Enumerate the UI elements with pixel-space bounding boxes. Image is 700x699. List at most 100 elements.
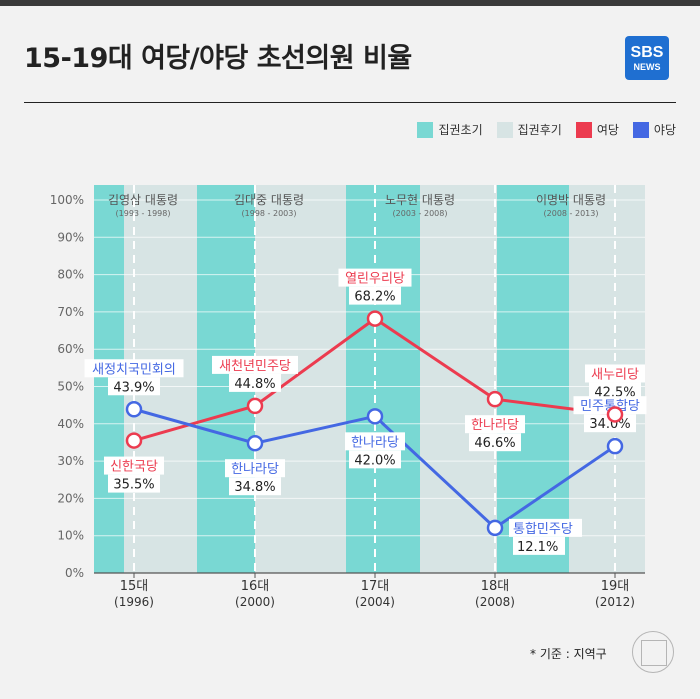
x-tick-label: 17대 bbox=[361, 579, 390, 594]
party-label: 새정치국민회의 bbox=[92, 362, 176, 377]
party-label: 새천년민주당 bbox=[219, 359, 291, 374]
party-label-box bbox=[84, 359, 184, 378]
sbs-news-logo: SBS NEWS bbox=[625, 36, 669, 80]
value-label: 46.6% bbox=[474, 436, 515, 451]
legend-item-ruling: 여당 bbox=[575, 121, 619, 138]
x-tick-label: 19대 bbox=[601, 579, 630, 594]
party-label-box bbox=[338, 268, 412, 287]
ruling-party-point bbox=[125, 432, 143, 449]
x-tick-label: 15대 bbox=[120, 579, 149, 594]
logo-top-text: SBS bbox=[630, 44, 664, 61]
y-tick-label: 100% bbox=[50, 193, 84, 207]
value-label-box bbox=[108, 474, 160, 493]
legend-label-ruling: 여당 bbox=[596, 123, 619, 137]
ruling-party-point bbox=[246, 397, 264, 415]
party-label-box bbox=[345, 432, 405, 451]
ruling-party-point bbox=[606, 406, 624, 423]
presidency-name: 노무현 대통령 bbox=[385, 193, 455, 207]
y-tick-label: 0% bbox=[65, 566, 84, 580]
x-tick-label: 16대 bbox=[241, 579, 270, 594]
y-tick-label: 30% bbox=[57, 454, 84, 468]
ruling-party-point bbox=[486, 390, 504, 408]
y-tick-label: 60% bbox=[57, 342, 84, 356]
value-label: 34.0% bbox=[589, 417, 630, 432]
y-tick-label: 10% bbox=[57, 529, 84, 543]
x-tick-label: 18대 bbox=[481, 579, 510, 594]
party-label-box bbox=[509, 518, 582, 537]
value-label-box bbox=[349, 450, 401, 469]
x-tick-year: (1996) bbox=[114, 595, 154, 609]
legend-item-late: 집권후기 bbox=[496, 121, 562, 138]
chart-legend: 집권초기 집권후기 여당 야당 bbox=[417, 121, 676, 138]
opposition-party-point bbox=[606, 437, 624, 455]
value-label-box bbox=[229, 373, 281, 392]
value-label-box bbox=[108, 377, 160, 396]
opposition-party-point bbox=[366, 408, 384, 425]
ruling-party-point bbox=[366, 310, 384, 327]
party-label-box bbox=[225, 459, 285, 478]
title-divider bbox=[24, 102, 676, 103]
party-label: 한나라당 bbox=[471, 418, 519, 433]
legend-swatch-early bbox=[417, 121, 434, 138]
value-label: 12.1% bbox=[517, 540, 558, 555]
x-tick-year: (2004) bbox=[355, 595, 395, 609]
presidency-name: 김대중 대통령 bbox=[234, 193, 304, 207]
opposition-party-point bbox=[125, 401, 143, 418]
legend-swatch-opposition bbox=[632, 121, 649, 138]
y-tick-label: 80% bbox=[57, 268, 84, 282]
y-tick-label: 50% bbox=[57, 380, 84, 394]
seal-inner bbox=[641, 640, 667, 666]
page-title: 15-19대 여당/야당 초선의원 비율 bbox=[24, 43, 412, 74]
party-label-box bbox=[104, 456, 164, 475]
value-label: 35.5% bbox=[113, 478, 154, 493]
presidency-name: 이명박 대통령 bbox=[536, 193, 606, 207]
early-term-band bbox=[346, 185, 420, 573]
party-label: 열린우리당 bbox=[345, 272, 405, 287]
party-label: 통합민주당 bbox=[513, 522, 573, 537]
party-label: 새누리당 bbox=[591, 367, 639, 382]
value-label-box bbox=[469, 433, 521, 452]
y-tick-label: 90% bbox=[57, 230, 84, 244]
logo-bottom-text: NEWS bbox=[633, 62, 661, 72]
x-tick-year: (2008) bbox=[475, 595, 515, 609]
value-label-box bbox=[229, 477, 281, 496]
party-label: 한나라당 bbox=[351, 435, 399, 450]
value-label: 68.2% bbox=[354, 290, 395, 305]
party-label: 한나라당 bbox=[231, 462, 279, 477]
presidency-name: 김영삼 대통령 bbox=[108, 193, 178, 207]
opposition-party-point bbox=[486, 519, 504, 537]
value-label: 42.0% bbox=[354, 453, 395, 468]
party-label: 신한국당 bbox=[110, 460, 158, 475]
legend-swatch-ruling bbox=[575, 121, 592, 138]
footnote: * 기준 : 지역구 bbox=[530, 647, 607, 661]
opposition-party-point bbox=[246, 434, 264, 452]
value-label: 44.8% bbox=[234, 377, 275, 392]
x-tick-year: (2000) bbox=[235, 595, 275, 609]
legend-item-opposition: 야당 bbox=[632, 121, 676, 138]
y-tick-label: 20% bbox=[57, 491, 84, 505]
party-label-box bbox=[585, 364, 645, 383]
presidency-years: (2003 - 2008) bbox=[393, 209, 448, 218]
early-term-band bbox=[497, 185, 569, 573]
value-label: 34.8% bbox=[234, 480, 275, 495]
presidency-years: (1998 - 2003) bbox=[242, 209, 297, 218]
value-label-box bbox=[513, 536, 565, 555]
legend-label-late: 집권후기 bbox=[517, 123, 562, 137]
legend-label-opposition: 야당 bbox=[653, 123, 676, 137]
party-label-box bbox=[573, 396, 647, 415]
x-tick-year: (2012) bbox=[595, 595, 635, 609]
value-label-box bbox=[589, 382, 641, 401]
party-label-box bbox=[465, 415, 525, 434]
y-tick-label: 40% bbox=[57, 417, 84, 431]
legend-label-early: 집권초기 bbox=[438, 123, 483, 137]
legend-swatch-late bbox=[496, 121, 513, 138]
value-label-box bbox=[349, 286, 401, 305]
value-label-box bbox=[584, 414, 636, 433]
party-label: 민주통합당 bbox=[580, 399, 640, 414]
author-seal bbox=[632, 631, 674, 673]
top-bar bbox=[0, 0, 700, 6]
presidency-years: (1993 - 1998) bbox=[116, 209, 171, 218]
value-label: 43.9% bbox=[113, 380, 154, 395]
presidency-years: (2008 - 2013) bbox=[544, 209, 599, 218]
